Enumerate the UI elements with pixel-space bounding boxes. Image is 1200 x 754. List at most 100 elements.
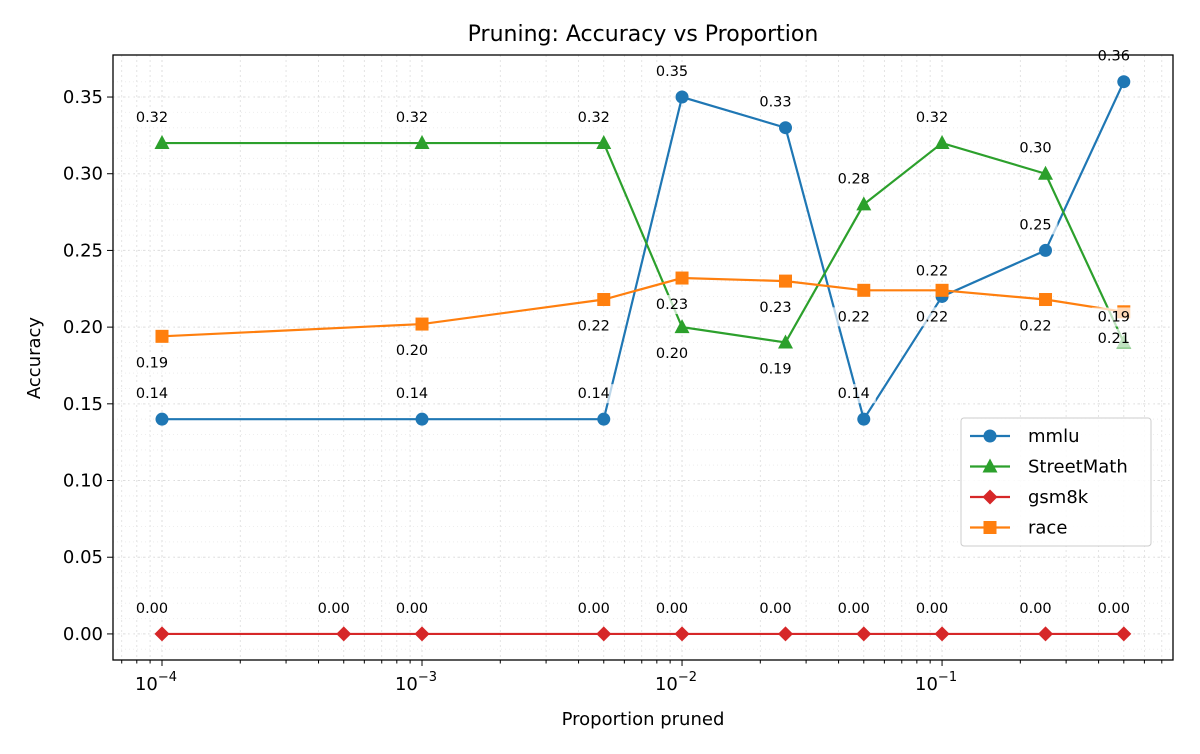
series-gsm8k [154,626,1132,642]
x-tick-label: 10−4 [135,670,177,695]
data-label-bg [1013,138,1058,158]
data-label-bg [390,341,435,361]
data-label-bg [1013,598,1058,618]
data-point [935,283,949,297]
data-point [415,317,429,331]
data-label-bg [1091,328,1136,348]
legend-marker [982,489,998,505]
data-label: 0.32 [136,110,168,126]
data-label: 0.32 [396,110,428,126]
y-tick-label: 0.30 [63,164,103,185]
data-label: 0.00 [1098,601,1130,617]
data-point [856,196,872,211]
data-point [414,135,430,150]
legend-entry: race [1028,518,1067,539]
data-label-bg [1091,46,1136,66]
data-label: 0.23 [656,297,688,313]
data-point [1116,626,1132,642]
data-label-bg [831,169,876,189]
data-label-bg [650,598,695,618]
data-label: 0.00 [578,601,610,617]
data-label: 0.14 [396,386,428,402]
data-label-bg [390,108,435,128]
x-tick-label: 10−1 [915,670,957,695]
data-label: 0.00 [916,601,948,617]
data-label: 0.32 [578,110,610,126]
data-label-bg [910,108,955,128]
data-point [1039,293,1053,307]
data-label-bg [311,598,356,618]
data-point [597,412,611,426]
data-label: 0.22 [916,309,948,325]
data-label-bg [753,298,798,318]
data-label-bg [650,62,695,82]
data-point [779,121,793,135]
data-label-bg [571,598,616,618]
x-tick-label: 10−2 [655,670,697,695]
data-point [778,334,794,349]
data-point [1117,75,1131,89]
y-tick-label: 0.20 [63,317,103,338]
data-point [856,626,872,642]
data-label: 0.00 [656,601,688,617]
data-label-bg [753,598,798,618]
x-tick-label: 10−3 [395,670,437,695]
data-label: 0.23 [759,300,791,316]
data-label: 0.30 [1019,141,1051,157]
data-point [857,412,871,426]
data-label: 0.14 [136,386,168,402]
data-label: 0.00 [1019,601,1051,617]
data-label-bg [129,384,174,404]
data-label-bg [650,344,695,364]
data-label: 0.28 [838,171,870,187]
data-label: 0.22 [1019,319,1051,335]
series-layer [154,75,1132,642]
data-label-bg [571,384,616,404]
data-label-bg [1091,307,1136,327]
y-tick-label: 0.05 [63,547,103,568]
data-point [155,329,169,343]
data-label: 0.20 [656,346,688,362]
data-label-bg [910,307,955,327]
data-point [1038,626,1054,642]
data-point [336,626,352,642]
data-label-bg [1013,215,1058,235]
data-point [934,626,950,642]
data-point [675,90,689,104]
data-label-bg [753,359,798,379]
y-tick-label: 0.25 [63,240,103,261]
data-point [154,626,170,642]
y-tick-label: 0.10 [63,471,103,492]
data-label-bg [129,108,174,128]
data-label-bg [129,598,174,618]
data-label-bg [390,598,435,618]
legend-marker [983,521,997,534]
data-label-bg [831,384,876,404]
data-point [934,135,950,150]
data-point [1038,165,1054,180]
legend-box [960,417,1152,547]
legend-marker [982,458,998,473]
data-point [415,412,429,426]
y-tick-label: 0.15 [63,394,103,415]
data-label-bg [910,261,955,281]
data-label-bg [831,307,876,327]
data-point [857,283,871,297]
data-label: 0.33 [759,95,791,111]
data-label: 0.00 [396,601,428,617]
y-tick-label: 0.35 [63,87,103,108]
series-StreetMath [154,135,1132,349]
data-point [154,135,170,150]
data-label-bg [831,598,876,618]
x-axis-label: Proportion pruned [562,709,725,730]
data-label-bg [753,92,798,112]
legend-entry: mmlu [1028,426,1079,447]
data-label: 0.22 [916,263,948,279]
data-label-bg [571,316,616,336]
data-label: 0.22 [838,309,870,325]
data-label-bg [1013,316,1058,336]
data-point [1039,243,1053,257]
data-label-bg [650,295,695,315]
data-label-bg [910,598,955,618]
